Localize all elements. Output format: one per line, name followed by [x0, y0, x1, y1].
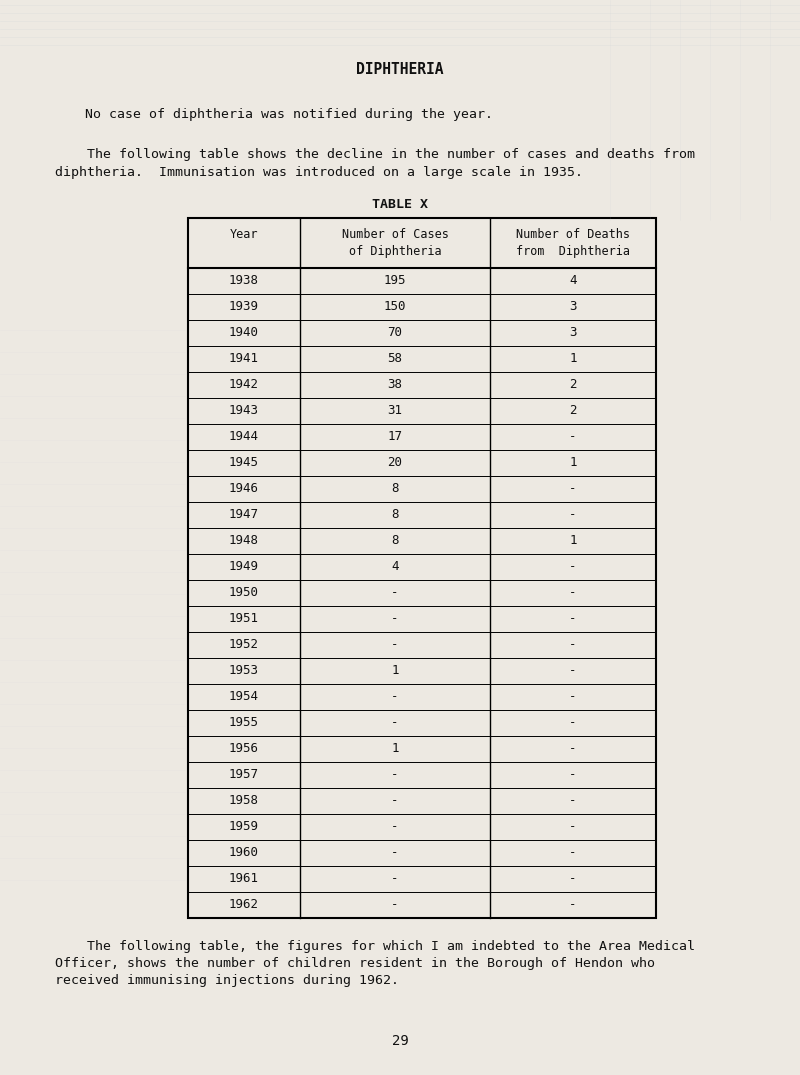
Text: -: - [570, 508, 577, 521]
Text: -: - [570, 873, 577, 886]
Text: 8: 8 [391, 483, 398, 496]
Text: 20: 20 [387, 457, 402, 470]
Text: 195: 195 [384, 274, 406, 287]
Text: -: - [391, 820, 398, 833]
Text: 1956: 1956 [229, 743, 259, 756]
Text: -: - [391, 717, 398, 730]
Text: -: - [570, 690, 577, 703]
Text: -: - [570, 769, 577, 782]
Text: -: - [570, 820, 577, 833]
Text: -: - [570, 560, 577, 573]
Text: -: - [391, 846, 398, 860]
Text: Year: Year [230, 229, 258, 242]
Text: 1954: 1954 [229, 690, 259, 703]
Text: 150: 150 [384, 301, 406, 314]
Text: -: - [570, 717, 577, 730]
Text: 1955: 1955 [229, 717, 259, 730]
Text: -: - [570, 587, 577, 600]
Text: 1944: 1944 [229, 430, 259, 444]
Text: 1946: 1946 [229, 483, 259, 496]
Text: 1940: 1940 [229, 327, 259, 340]
Text: No case of diphtheria was notified during the year.: No case of diphtheria was notified durin… [85, 108, 493, 121]
Text: -: - [391, 613, 398, 626]
Text: 8: 8 [391, 534, 398, 547]
Text: -: - [570, 430, 577, 444]
Text: 1950: 1950 [229, 587, 259, 600]
Text: -: - [570, 613, 577, 626]
Text: -: - [391, 899, 398, 912]
Text: -: - [570, 483, 577, 496]
Text: The following table, the figures for which I am indebted to the Area Medical: The following table, the figures for whi… [55, 940, 695, 954]
Text: -: - [391, 794, 398, 807]
Text: 29: 29 [392, 1034, 408, 1048]
Text: 1952: 1952 [229, 639, 259, 651]
Text: 1958: 1958 [229, 794, 259, 807]
Text: 4: 4 [391, 560, 398, 573]
Text: -: - [391, 639, 398, 651]
Text: 1959: 1959 [229, 820, 259, 833]
Text: 38: 38 [387, 378, 402, 391]
Text: Number of Deaths: Number of Deaths [516, 229, 630, 242]
Text: of Diphtheria: of Diphtheria [349, 244, 442, 258]
Bar [188, 218, 656, 918]
Text: 1: 1 [391, 664, 398, 677]
Text: 31: 31 [387, 404, 402, 417]
Text: 1947: 1947 [229, 508, 259, 521]
Text: 1: 1 [570, 353, 577, 366]
Text: 1: 1 [570, 457, 577, 470]
Text: Officer, shows the number of children resident in the Borough of Hendon who: Officer, shows the number of children re… [55, 957, 655, 970]
Text: 8: 8 [391, 508, 398, 521]
Text: 1941: 1941 [229, 353, 259, 366]
Text: 1942: 1942 [229, 378, 259, 391]
Text: -: - [391, 587, 398, 600]
Text: 2: 2 [570, 378, 577, 391]
Text: from  Diphtheria: from Diphtheria [516, 244, 630, 258]
Text: 1945: 1945 [229, 457, 259, 470]
Text: -: - [570, 639, 577, 651]
Text: 1961: 1961 [229, 873, 259, 886]
Text: 1: 1 [391, 743, 398, 756]
Text: diphtheria.  Immunisation was introduced on a large scale in 1935.: diphtheria. Immunisation was introduced … [55, 166, 583, 180]
Text: 3: 3 [570, 327, 577, 340]
Text: 2: 2 [570, 404, 577, 417]
Text: -: - [570, 899, 577, 912]
Text: 1949: 1949 [229, 560, 259, 573]
Text: received immunising injections during 1962.: received immunising injections during 19… [55, 974, 399, 987]
Text: -: - [570, 794, 577, 807]
Text: -: - [570, 846, 577, 860]
Text: The following table shows the decline in the number of cases and deaths from: The following table shows the decline in… [55, 148, 695, 161]
Text: 1948: 1948 [229, 534, 259, 547]
Text: 1938: 1938 [229, 274, 259, 287]
Text: 1943: 1943 [229, 404, 259, 417]
Text: 1953: 1953 [229, 664, 259, 677]
Text: -: - [570, 664, 577, 677]
Text: 1960: 1960 [229, 846, 259, 860]
Text: 17: 17 [387, 430, 402, 444]
Text: 1962: 1962 [229, 899, 259, 912]
Text: -: - [391, 690, 398, 703]
Text: 1: 1 [570, 534, 577, 547]
Text: 4: 4 [570, 274, 577, 287]
Text: 70: 70 [387, 327, 402, 340]
Text: DIPHTHERIA: DIPHTHERIA [356, 62, 444, 77]
Text: TABLE X: TABLE X [372, 198, 428, 211]
Text: 1951: 1951 [229, 613, 259, 626]
Text: 3: 3 [570, 301, 577, 314]
Text: Number of Cases: Number of Cases [342, 229, 449, 242]
Text: 58: 58 [387, 353, 402, 366]
Text: 1957: 1957 [229, 769, 259, 782]
Text: -: - [391, 873, 398, 886]
Text: -: - [391, 769, 398, 782]
Text: -: - [570, 743, 577, 756]
Text: 1939: 1939 [229, 301, 259, 314]
